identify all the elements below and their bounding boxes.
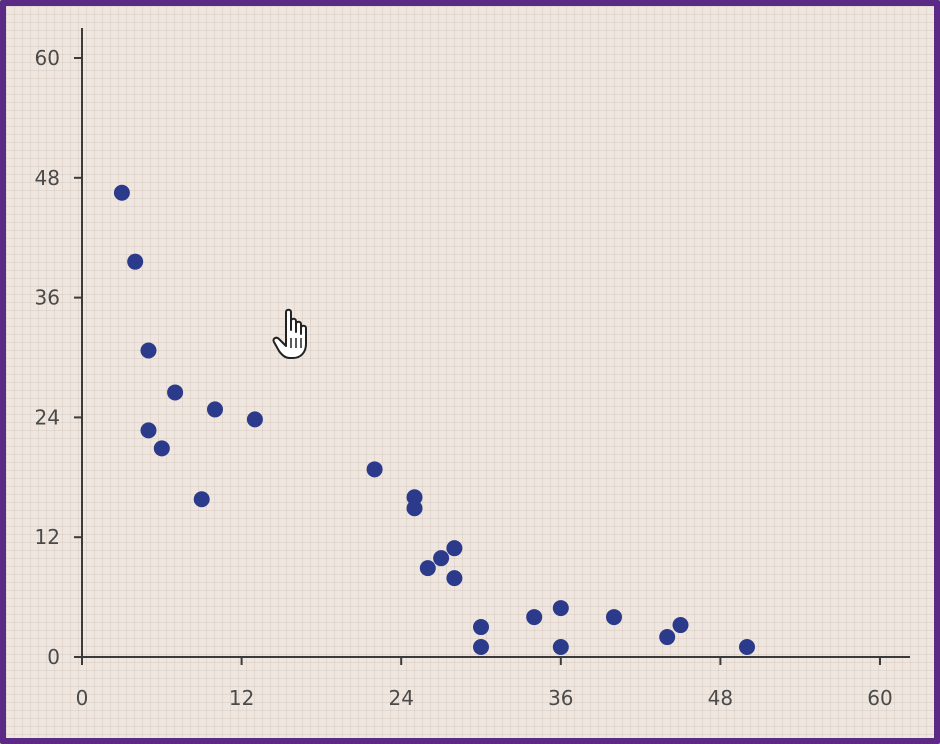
data-point xyxy=(167,384,184,401)
data-points xyxy=(113,184,755,656)
x-tick-label: 60 xyxy=(867,686,892,710)
data-point xyxy=(552,639,569,656)
x-tick-label: 36 xyxy=(548,686,573,710)
x-tick-label: 24 xyxy=(388,686,413,710)
y-tick-label: 48 xyxy=(35,166,60,190)
data-point xyxy=(127,253,144,270)
data-point xyxy=(672,617,689,634)
x-tick-label: 12 xyxy=(229,686,254,710)
x-tick-label: 48 xyxy=(708,686,733,710)
chart-axes xyxy=(80,28,910,659)
y-tick-label: 36 xyxy=(35,286,60,310)
y-tick-label: 12 xyxy=(35,525,60,549)
data-point xyxy=(526,609,543,626)
data-point xyxy=(406,489,423,506)
data-point xyxy=(739,639,755,656)
data-point xyxy=(473,639,489,656)
data-point xyxy=(552,600,569,617)
y-tick-label: 0 xyxy=(47,645,60,669)
y-tick-label: 24 xyxy=(35,405,60,429)
data-point xyxy=(406,500,423,517)
data-point xyxy=(366,461,383,478)
data-point xyxy=(246,411,263,428)
data-point xyxy=(419,560,436,577)
y-tick-label: 60 xyxy=(35,46,60,70)
data-point xyxy=(433,550,450,567)
data-point xyxy=(659,629,676,646)
data-point xyxy=(153,440,170,457)
x-axis-ticks: 0 12 24 36 48 60 xyxy=(76,657,893,710)
data-point xyxy=(207,401,223,418)
scatter-chart: 0 12 24 36 48 60 0 12 24 36 48 60 xyxy=(35,28,910,710)
data-point xyxy=(606,609,622,626)
data-point xyxy=(140,422,157,439)
data-point xyxy=(473,619,489,636)
data-point xyxy=(113,184,130,201)
data-point xyxy=(446,540,463,557)
data-point xyxy=(193,491,210,508)
x-tick-label: 0 xyxy=(76,686,89,710)
y-axis-ticks: 0 12 24 36 48 60 xyxy=(35,46,82,669)
data-point xyxy=(140,342,157,359)
data-point xyxy=(446,570,463,587)
hand-pointer-icon xyxy=(272,308,312,362)
